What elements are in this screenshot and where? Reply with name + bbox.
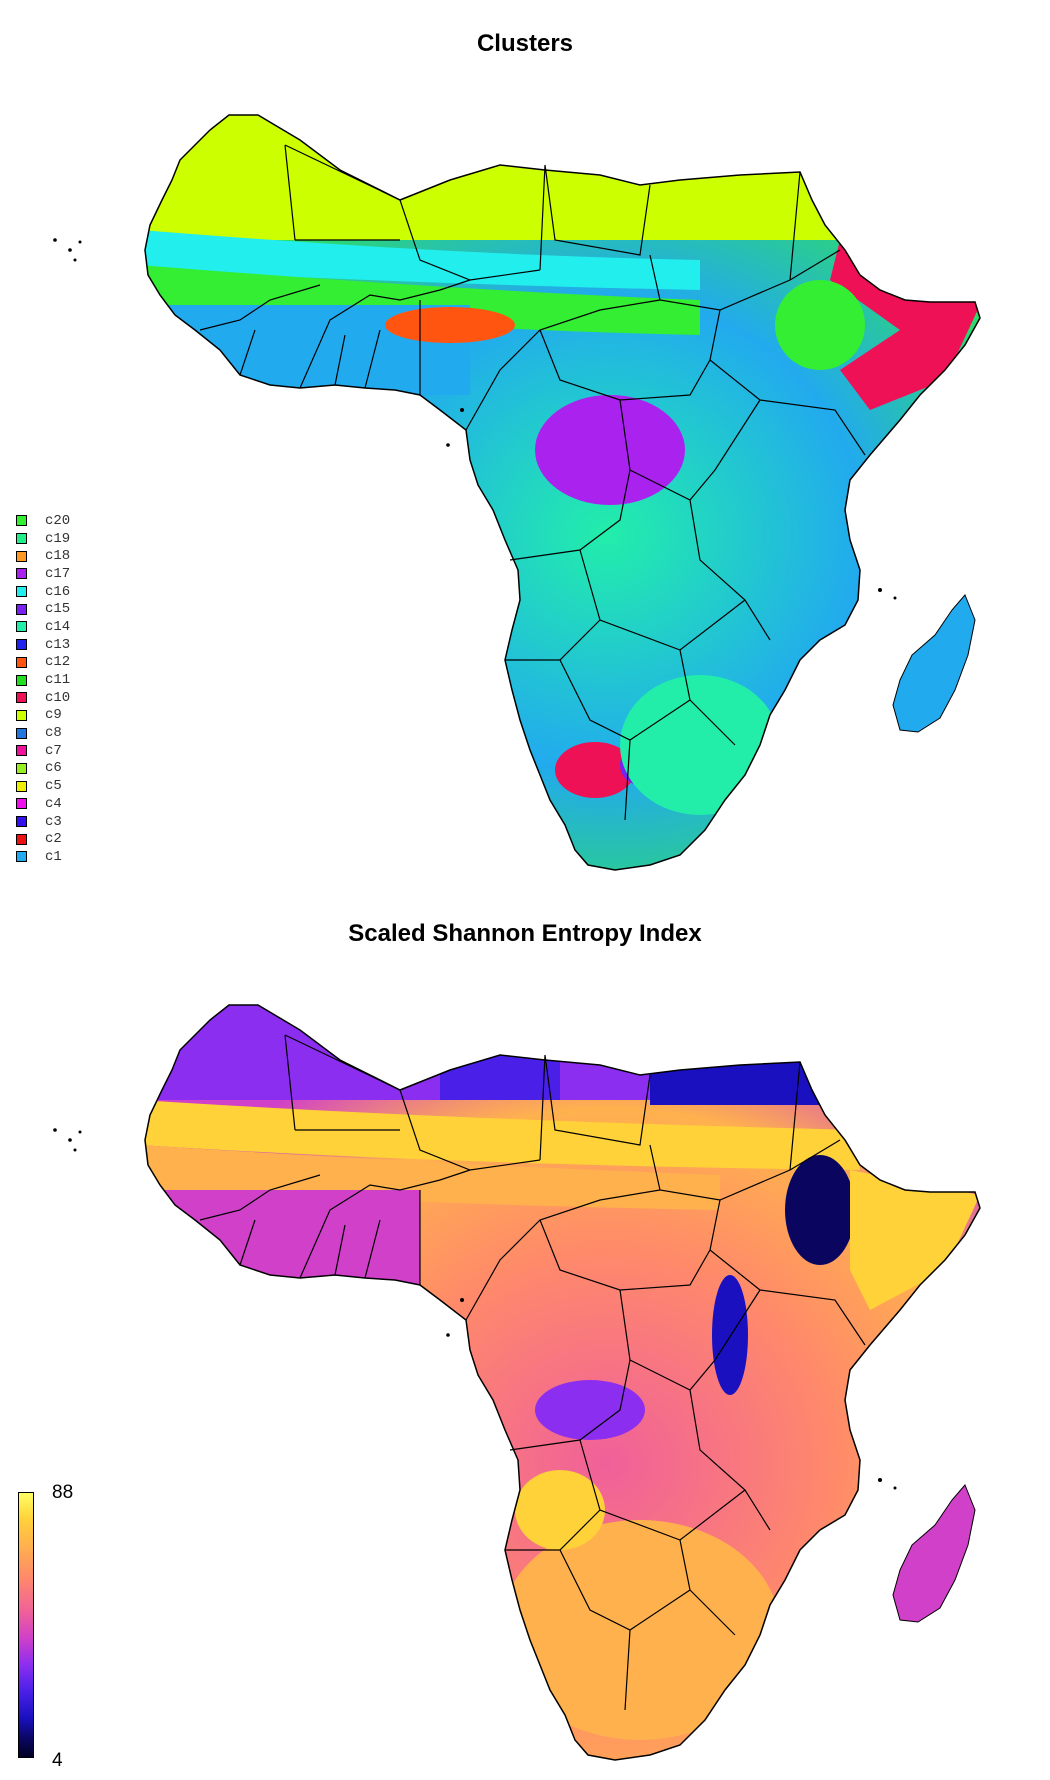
clusters-legend: c20 c19 c18 c17 c16 c15 c14 c13 c12 c11 … bbox=[16, 512, 70, 866]
entropy-color-ramp bbox=[18, 1492, 34, 1758]
legend-label: c4 bbox=[45, 795, 62, 812]
clusters-raster bbox=[145, 115, 980, 870]
legend-swatch bbox=[16, 674, 27, 686]
legend-swatch bbox=[16, 656, 27, 668]
legend-label: c1 bbox=[45, 848, 62, 865]
legend-item: c10 bbox=[16, 689, 70, 707]
legend-label: c19 bbox=[45, 530, 71, 547]
legend-swatch bbox=[16, 603, 27, 615]
legend-item: c9 bbox=[16, 707, 70, 725]
legend-label: c14 bbox=[45, 618, 71, 635]
clusters-panel: Clusters bbox=[16, 30, 981, 871]
legend-swatch bbox=[16, 798, 27, 810]
legend-label: c12 bbox=[45, 654, 71, 671]
legend-item: c17 bbox=[16, 565, 70, 583]
legend-label: c10 bbox=[45, 689, 71, 706]
legend-swatch bbox=[16, 568, 27, 580]
legend-label: c20 bbox=[45, 512, 71, 529]
legend-label: c15 bbox=[45, 601, 71, 618]
legend-item: c13 bbox=[16, 636, 70, 654]
legend-swatch bbox=[16, 709, 27, 721]
legend-item: c8 bbox=[16, 724, 70, 742]
entropy-raster bbox=[145, 1005, 980, 1760]
legend-item: c4 bbox=[16, 795, 70, 813]
legend-swatch bbox=[16, 745, 27, 757]
legend-swatch bbox=[16, 833, 27, 845]
legend-item: c6 bbox=[16, 760, 70, 778]
legend-label: c18 bbox=[45, 548, 71, 565]
legend-swatch bbox=[16, 550, 27, 562]
legend-item: c15 bbox=[16, 600, 70, 618]
legend-label: c3 bbox=[45, 813, 62, 830]
legend-swatch bbox=[16, 515, 27, 527]
legend-swatch bbox=[16, 780, 27, 792]
legend-swatch bbox=[16, 533, 27, 545]
legend-item: c18 bbox=[16, 547, 70, 565]
legend-swatch bbox=[16, 816, 27, 828]
entropy-title: Scaled Shannon Entropy Index bbox=[348, 920, 702, 947]
legend-swatch bbox=[16, 639, 27, 651]
legend-item: c12 bbox=[16, 654, 70, 672]
scale-max-label: 88 bbox=[52, 1482, 74, 1503]
legend-item: c5 bbox=[16, 777, 70, 795]
legend-swatch bbox=[16, 586, 27, 598]
legend-label: c2 bbox=[45, 831, 62, 848]
legend-swatch bbox=[16, 621, 27, 633]
legend-swatch bbox=[16, 762, 27, 774]
legend-label: c5 bbox=[45, 778, 62, 795]
legend-item: c11 bbox=[16, 671, 70, 689]
legend-swatch bbox=[16, 851, 27, 863]
scale-min-label: 4 bbox=[52, 1750, 63, 1771]
legend-swatch bbox=[16, 692, 27, 704]
legend-label: c9 bbox=[45, 707, 62, 724]
legend-label: c16 bbox=[45, 583, 71, 600]
legend-label: c8 bbox=[45, 725, 62, 742]
legend-label: c17 bbox=[45, 565, 71, 582]
legend-item: c20 bbox=[16, 512, 70, 530]
clusters-title: Clusters bbox=[476, 30, 574, 57]
legend-item: c1 bbox=[16, 848, 70, 866]
clusters-map bbox=[53, 114, 981, 871]
legend-label: c6 bbox=[45, 760, 62, 777]
legend-item: c7 bbox=[16, 742, 70, 760]
legend-label: c11 bbox=[45, 672, 71, 689]
entropy-panel: Scaled Shannon Entropy Index bbox=[0, 890, 1050, 1780]
legend-item: c16 bbox=[16, 583, 70, 601]
legend-item: c14 bbox=[16, 618, 70, 636]
legend-swatch bbox=[16, 727, 27, 739]
legend-item: c19 bbox=[16, 530, 70, 548]
legend-label: c7 bbox=[45, 742, 62, 759]
legend-item: c3 bbox=[16, 813, 70, 831]
entropy-map bbox=[53, 1004, 981, 1761]
legend-item: c2 bbox=[16, 830, 70, 848]
legend-label: c13 bbox=[45, 636, 71, 653]
